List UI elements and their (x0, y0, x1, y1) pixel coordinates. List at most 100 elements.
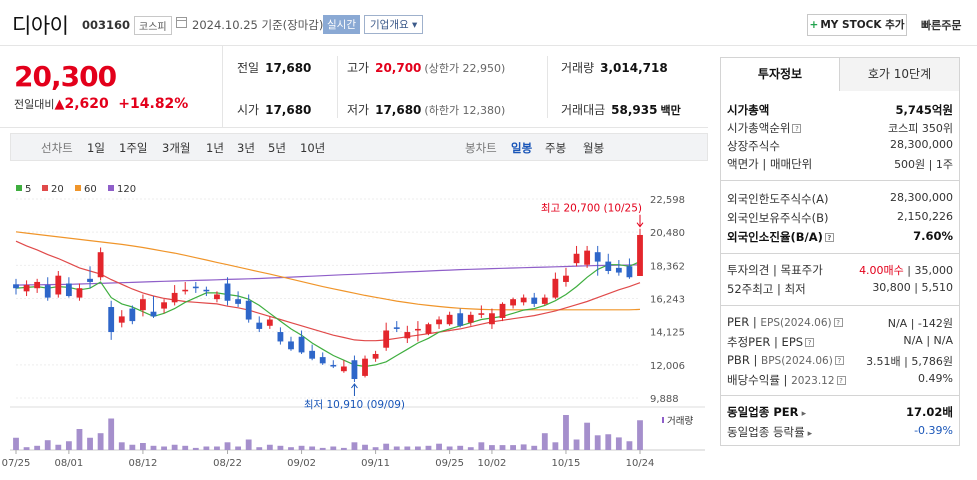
volume-bar (552, 442, 559, 450)
x-tick-label: 10/15 (552, 458, 581, 469)
volume-bar (351, 442, 358, 450)
candle-monthly[interactable]: 월봉 (583, 141, 605, 155)
volume-bar (266, 444, 273, 450)
period-1w[interactable]: 1주일 (119, 141, 148, 155)
candle-body (520, 297, 527, 303)
legend-label-20: 20 (51, 184, 64, 195)
period-5y[interactable]: 5년 (268, 141, 286, 155)
open-price: 시가 17,680 (237, 103, 312, 117)
volume-bar (393, 446, 400, 450)
invest-info-panel: 투자정보 호가 10단계 시가총액 5,745억원 시가총액순위? 코스피 350위… (720, 57, 960, 446)
candle-body (108, 307, 115, 333)
x-tick-label: 10/02 (478, 458, 507, 469)
low-price: 저가 17,680 (하한가 12,380) (347, 103, 506, 117)
volume-bar (118, 442, 125, 450)
candle-body (552, 278, 559, 298)
y-tick-label: 16,243 (650, 295, 685, 306)
volume-bar (510, 445, 516, 450)
realtime-button[interactable]: 실시간 (323, 15, 360, 34)
trade-amount: 거래대금 58,935 백만 (561, 103, 681, 117)
y-tick-label: 9,888 (650, 394, 679, 405)
volume-bar (277, 445, 284, 450)
volume-bar (489, 445, 495, 450)
volume-bar (319, 447, 326, 450)
row-sector-change: 동일업종 등락률 ▸ -0.39% (727, 424, 953, 439)
candle-body (34, 281, 41, 289)
panel-tabs: 투자정보 호가 10단계 (721, 58, 959, 91)
tab-invest-info[interactable]: 투자정보 (721, 58, 840, 91)
price-change: 전일대비▲2,620 +14.82% (14, 96, 188, 112)
volume-bar (457, 445, 464, 450)
candle-body (372, 353, 379, 359)
volume-bar (171, 444, 178, 450)
help-icon: ? (805, 338, 815, 347)
candle-body (288, 341, 294, 350)
period-3y[interactable]: 3년 (237, 141, 255, 155)
y-tick-label: 22,598 (650, 195, 685, 206)
candle-body (171, 292, 178, 303)
row-foreign-limit: 외국인한도주식수(A) 28,300,000 (727, 191, 953, 206)
candle-body (203, 289, 210, 292)
candle-body (309, 350, 316, 359)
low-annotation: 최저 10,910 (09/09) (304, 399, 405, 411)
candle-daily[interactable]: 일봉 (511, 141, 533, 155)
plus-icon: + (809, 19, 819, 31)
volume-bar (615, 437, 622, 450)
ma5-line (15, 261, 641, 368)
candle-body (489, 313, 495, 325)
tab-quote-10[interactable]: 호가 10단계 (840, 58, 959, 91)
candle-body (499, 303, 506, 318)
volume-bar (531, 445, 538, 450)
volume-legend-label: 거래량 (667, 415, 693, 427)
ma60-line (15, 231, 641, 311)
calendar-icon (176, 17, 187, 28)
candle-body (457, 313, 464, 326)
candle-body (541, 297, 548, 304)
row-shares: 상장주식수 28,300,000 (727, 138, 953, 153)
volume-bar (192, 447, 199, 450)
y-tick-label: 14,125 (650, 328, 685, 339)
ma120-line (15, 264, 641, 286)
volume-bar (362, 444, 368, 450)
candle-body (277, 332, 284, 342)
candle-body (446, 314, 453, 325)
volume-bar (256, 447, 263, 450)
stock-name: 디아이 (12, 14, 69, 38)
volume-bar (214, 446, 220, 450)
low-arrow-icon (351, 383, 358, 389)
candle-body (605, 261, 612, 271)
candle-body (266, 319, 273, 326)
candle-body (393, 327, 400, 329)
volume-bar (44, 440, 51, 450)
period-1y[interactable]: 1년 (206, 141, 224, 155)
company-info-dropdown[interactable]: 기업개요 ▾ (364, 15, 424, 34)
volume-legend-swatch (662, 417, 664, 423)
price-chart[interactable]: 5 20 60 120 22,598 20,480 18,362 16,243 14,125 12… (0, 175, 708, 475)
candle-chart-label: 봉차트 (465, 141, 497, 155)
candle-body (87, 278, 93, 282)
quick-order-link[interactable]: 빠른주문 (921, 19, 962, 32)
volume-bar (309, 446, 316, 450)
candle-body (637, 234, 643, 277)
candle-body (594, 252, 601, 262)
mystock-add-button[interactable]: + MY STOCK 추가 (807, 14, 907, 36)
volume-bar (298, 445, 305, 450)
candle-body (584, 250, 591, 265)
help-icon: ? (833, 318, 843, 327)
volume: 거래량 3,014,718 (561, 61, 668, 75)
x-tick-label: 08/22 (213, 458, 242, 469)
volume-bar (414, 446, 421, 450)
candle-body (510, 299, 516, 306)
period-3m[interactable]: 3개월 (162, 141, 191, 155)
candle-weekly[interactable]: 주봉 (545, 141, 567, 155)
current-price: 20,300 (14, 60, 117, 93)
row-par: 액면가 | 매매단위 500원 | 1주 (727, 157, 953, 171)
volume-bar (65, 441, 72, 450)
candle-body (55, 275, 62, 295)
period-10y[interactable]: 10년 (300, 141, 326, 155)
legend-label-5: 5 (25, 184, 31, 195)
volume-bar (436, 443, 442, 450)
candle-body (383, 330, 390, 348)
period-1d[interactable]: 1일 (87, 141, 105, 155)
candle-body (44, 285, 51, 298)
